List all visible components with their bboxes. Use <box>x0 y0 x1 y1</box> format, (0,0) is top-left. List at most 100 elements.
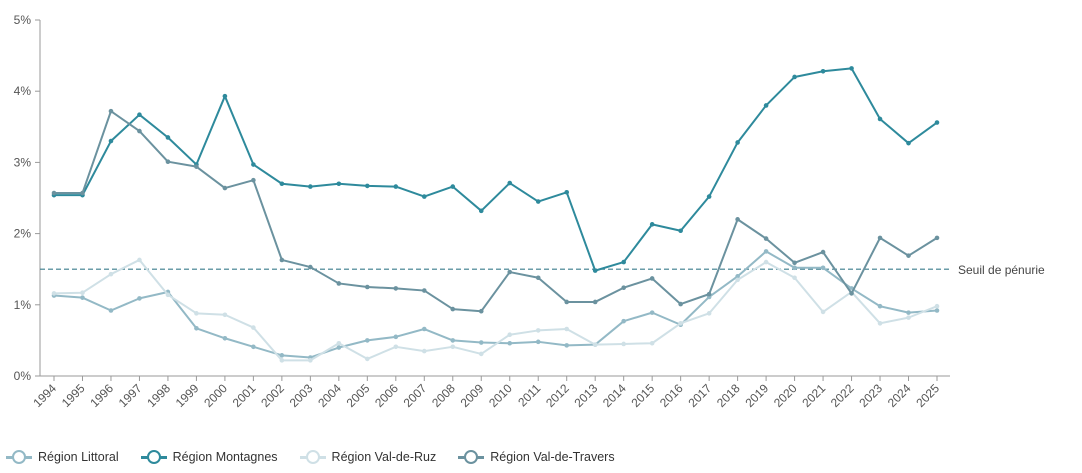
data-point-r-gion-littoral <box>478 340 484 345</box>
legend-marker-dot <box>305 450 320 464</box>
data-point-r-gion-val-de-travers <box>336 281 342 286</box>
x-tick-label: 2011 <box>515 381 543 409</box>
data-point-r-gion-val-de-travers <box>80 190 85 196</box>
x-tick-label: 2013 <box>572 381 601 410</box>
data-point-r-gion-val-de-ruz <box>308 358 313 363</box>
data-point-r-gion-littoral <box>649 310 655 315</box>
x-tick-label: 2000 <box>201 381 230 410</box>
legend-item-r-gion-montagnes[interactable]: Région Montagnes <box>140 449 278 465</box>
data-point-r-gion-val-de-travers <box>421 288 427 293</box>
legend-marker-icon <box>6 449 32 465</box>
data-point-r-gion-montagnes <box>535 199 541 204</box>
data-point-r-gion-littoral <box>735 274 740 279</box>
data-point-r-gion-littoral <box>80 295 85 300</box>
data-point-r-gion-val-de-travers <box>507 269 513 275</box>
legend-label: Région Val-de-Ruz <box>331 450 437 464</box>
data-point-r-gion-val-de-travers <box>51 190 57 196</box>
data-point-r-gion-littoral <box>393 334 399 340</box>
x-tick-label: 2020 <box>771 381 800 410</box>
data-point-r-gion-montagnes <box>450 184 456 189</box>
data-point-r-gion-val-de-travers <box>877 235 883 241</box>
data-point-r-gion-val-de-travers <box>649 276 655 281</box>
data-point-r-gion-val-de-ruz <box>820 309 826 315</box>
y-tick-label: 2% <box>14 227 32 241</box>
series-line-r-gion-littoral <box>53 250 938 359</box>
data-point-r-gion-montagnes <box>251 162 256 167</box>
y-tick-label: 4% <box>14 84 32 98</box>
data-point-r-gion-littoral <box>792 265 797 271</box>
data-point-r-gion-littoral <box>251 344 256 350</box>
data-point-r-gion-val-de-ruz <box>336 340 342 346</box>
data-point-r-gion-littoral <box>934 308 940 313</box>
legend-item-r-gion-val-de-travers[interactable]: Région Val-de-Travers <box>458 449 615 465</box>
data-point-r-gion-val-de-travers <box>592 299 598 305</box>
data-point-r-gion-littoral <box>450 338 456 343</box>
data-point-r-gion-val-de-travers <box>165 159 171 164</box>
data-point-r-gion-montagnes <box>478 208 484 214</box>
data-point-r-gion-val-de-ruz <box>763 259 769 265</box>
data-point-r-gion-val-de-ruz <box>279 358 285 363</box>
data-point-r-gion-montagnes <box>564 190 570 195</box>
x-tick-label: 2009 <box>458 381 487 410</box>
data-point-r-gion-val-de-ruz <box>365 356 370 362</box>
data-point-r-gion-montagnes <box>849 66 854 71</box>
data-point-r-gion-montagnes <box>820 68 826 74</box>
data-point-r-gion-val-de-ruz <box>535 328 541 333</box>
legend-marker-dot <box>12 450 26 464</box>
data-point-r-gion-montagnes <box>678 228 683 234</box>
data-point-r-gion-val-de-ruz <box>564 326 570 332</box>
series-line-r-gion-montagnes <box>54 67 938 272</box>
data-point-r-gion-val-de-travers <box>849 291 854 296</box>
x-tick-label: 2024 <box>885 381 914 410</box>
data-point-r-gion-montagnes <box>906 140 911 146</box>
x-tick-label: 2012 <box>543 381 572 410</box>
data-point-r-gion-littoral <box>820 265 826 271</box>
data-point-r-gion-montagnes <box>621 259 626 265</box>
data-point-r-gion-montagnes <box>365 183 370 189</box>
x-tick-label: 1996 <box>87 381 116 410</box>
x-tick-label: 1997 <box>116 381 145 410</box>
legend-item-r-gion-littoral[interactable]: Région Littoral <box>6 449 119 465</box>
data-point-r-gion-val-de-travers <box>706 291 712 297</box>
data-point-r-gion-val-de-ruz <box>450 344 456 350</box>
series-line-r-gion-val-de-ruz <box>53 258 938 362</box>
legend-item-r-gion-val-de-ruz[interactable]: Région Val-de-Ruz <box>299 449 437 465</box>
data-point-r-gion-val-de-travers <box>251 177 256 183</box>
data-point-r-gion-littoral <box>421 326 427 332</box>
data-point-r-gion-montagnes <box>792 74 797 80</box>
data-point-r-gion-val-de-ruz <box>51 291 57 296</box>
data-point-r-gion-val-de-ruz <box>621 341 626 347</box>
x-tick-label: 2010 <box>486 381 515 410</box>
data-point-r-gion-littoral <box>108 308 114 313</box>
data-point-r-gion-val-de-travers <box>308 264 313 270</box>
data-point-r-gion-montagnes <box>393 184 399 189</box>
legend-marker-icon <box>458 449 485 465</box>
y-tick-label: 3% <box>14 155 32 169</box>
data-point-r-gion-val-de-ruz <box>934 303 940 309</box>
data-point-r-gion-littoral <box>763 249 769 254</box>
data-point-r-gion-val-de-ruz <box>706 311 712 316</box>
data-point-r-gion-val-de-ruz <box>649 340 655 346</box>
x-tick-label: 2003 <box>287 381 316 410</box>
chart-legend: Région Littoral Région Montagnes Région Va… <box>6 448 637 466</box>
data-point-r-gion-val-de-ruz <box>194 311 199 316</box>
data-point-r-gion-montagnes <box>934 120 940 125</box>
data-point-r-gion-val-de-travers <box>535 275 541 281</box>
legend-label: Région Montagnes <box>172 450 278 464</box>
data-point-r-gion-montagnes <box>877 116 883 122</box>
x-tick-label: 2025 <box>913 381 942 410</box>
data-point-r-gion-montagnes <box>279 181 285 187</box>
legend-marker-icon <box>299 449 326 465</box>
y-tick-label: 1% <box>14 298 32 312</box>
data-point-r-gion-val-de-ruz <box>735 277 740 283</box>
x-tick-label: 1994 <box>30 381 59 410</box>
data-point-r-gion-littoral <box>279 353 285 358</box>
data-point-r-gion-val-de-ruz <box>507 332 513 338</box>
data-point-r-gion-val-de-ruz <box>108 271 114 277</box>
data-point-r-gion-val-de-travers <box>365 284 370 290</box>
data-point-r-gion-montagnes <box>165 135 171 140</box>
data-point-r-gion-littoral <box>621 318 626 324</box>
data-point-r-gion-val-de-ruz <box>478 351 484 357</box>
legend-label: Région Val-de-Travers <box>490 450 615 464</box>
legend-marker-icon <box>140 449 167 465</box>
